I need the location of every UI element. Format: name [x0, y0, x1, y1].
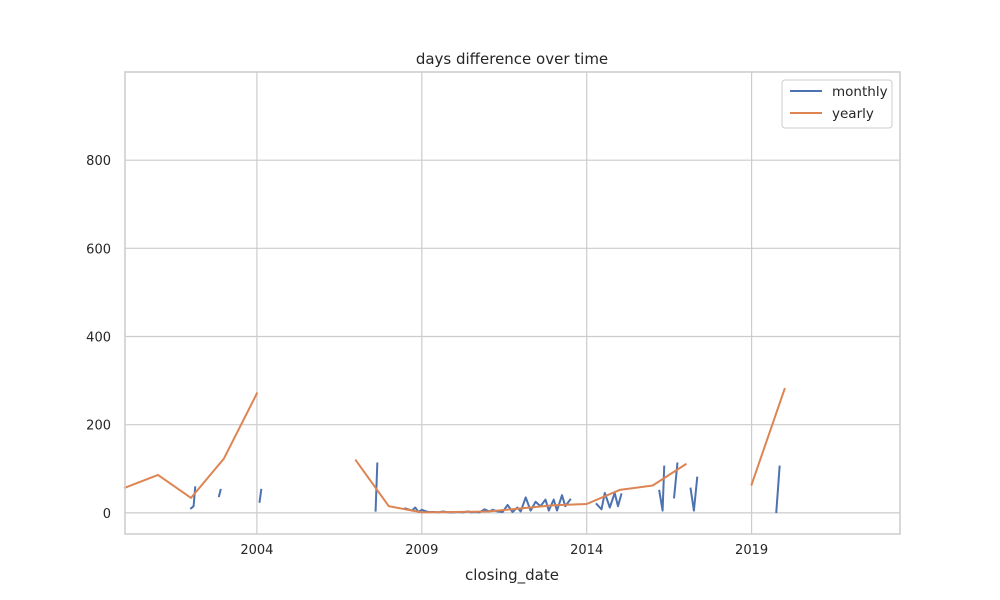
series-line-monthly — [374, 462, 379, 512]
series-line-monthly — [404, 494, 572, 514]
series-line-yearly — [354, 459, 687, 514]
legend: monthly yearly — [781, 79, 893, 129]
chart-title: days difference over time — [416, 50, 608, 68]
series-line-monthly — [658, 465, 666, 512]
series-line-monthly — [217, 488, 222, 498]
legend-label-yearly: yearly — [832, 106, 874, 122]
y-tick-label: 400 — [86, 331, 111, 346]
y-tick-label: 0 — [103, 507, 111, 522]
series-line-monthly — [258, 488, 263, 503]
x-axis-label: closing_date — [465, 566, 559, 585]
y-tick-label: 800 — [86, 154, 111, 169]
x-tick-label: 2009 — [405, 543, 438, 558]
series-line-yearly — [750, 387, 786, 486]
x-tick-label: 2004 — [240, 543, 273, 558]
y-tick-label: 200 — [86, 419, 111, 434]
x-tick-label: 2014 — [570, 543, 603, 558]
series-line-monthly — [595, 492, 623, 511]
series-line-yearly — [123, 392, 259, 499]
tick-labels: 2004 2009 2014 2019 0 200 400 600 800 — [86, 154, 768, 558]
plot-frame — [124, 71, 901, 535]
series-line-monthly — [775, 465, 781, 514]
grid — [125, 72, 900, 534]
series-line-monthly — [673, 462, 679, 499]
legend-label-monthly: monthly — [832, 84, 888, 100]
series-layer — [123, 387, 786, 514]
series-line-monthly — [689, 476, 699, 512]
series-yearly — [123, 387, 786, 514]
x-tick-label: 2019 — [735, 543, 768, 558]
y-tick-label: 600 — [86, 242, 111, 257]
series-monthly — [189, 462, 781, 514]
